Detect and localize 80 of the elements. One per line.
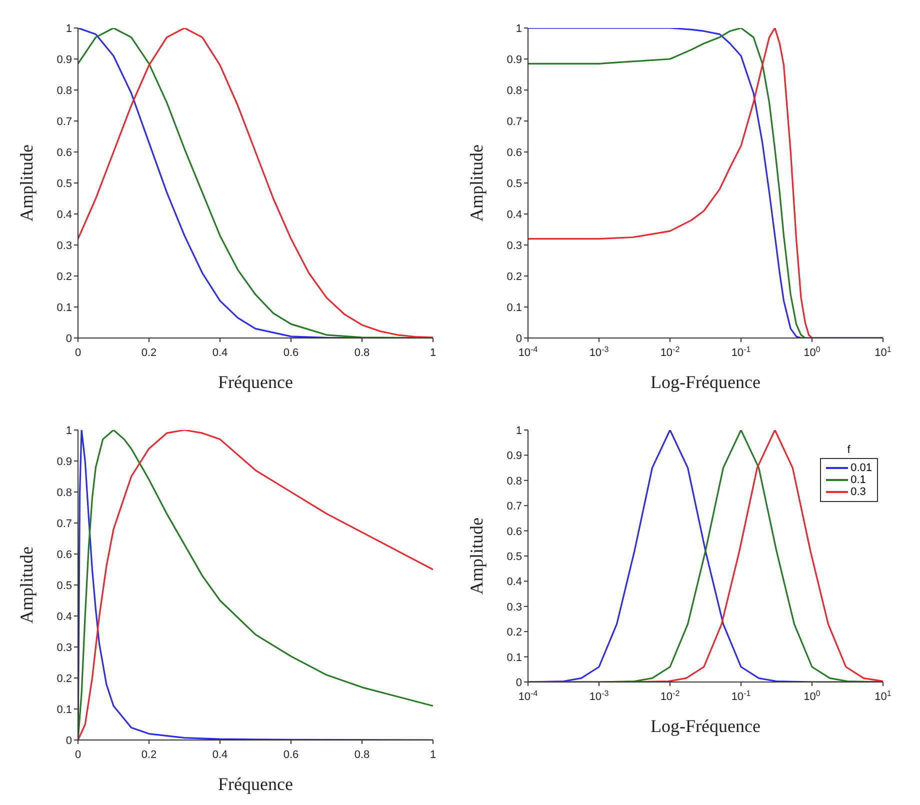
legend-label: 0.1 [850,474,866,486]
y-tick-label: 0.2 [506,271,522,283]
x-tick-label: 1 [430,347,436,359]
y-axis-title: Amplitude [16,144,36,222]
y-tick-label: 0.3 [506,601,522,614]
x-tick-label: 10$^{-3}$ [589,344,610,359]
y-tick-label: 0.1 [56,302,72,314]
y-tick-label: 0.2 [56,673,72,685]
y-tick-label: 1 [516,425,522,437]
legend-title: f [846,444,852,456]
y-tick-label: 0.4 [506,209,522,221]
y-tick-label: 0.9 [56,54,72,66]
y-tick-label: 0.6 [56,549,72,561]
x-tick-label: 10$^{-4}$ [518,688,538,703]
x-tick-label: 0.4 [212,749,228,761]
x-tick-label: 0.8 [354,347,370,359]
y-tick-label: 1 [66,23,72,35]
y-tick-label: 0 [66,333,72,345]
y-tick-label: 0.2 [56,271,72,283]
y-tick-label: 0 [516,333,522,345]
x-tick-label: 0.6 [283,347,299,359]
x-axis-title: Log-Fréquence [650,716,760,736]
y-tick-label: 0.7 [506,116,522,128]
y-tick-label: 0.6 [56,147,72,159]
y-tick-label: 0.4 [56,209,72,221]
y-tick-label: 0.7 [56,116,72,128]
y-tick-label: 0.9 [506,54,522,66]
y-axis-title: Amplitude [466,144,486,222]
y-tick-label: 0.4 [506,576,522,588]
x-tick-label: 10$^{-3}$ [589,688,610,703]
x-axis-title: Fréquence [218,774,293,794]
y-tick-label: 0 [516,677,522,689]
y-tick-label: 0 [66,735,72,747]
y-tick-label: 1 [66,425,72,437]
x-tick-label: 0.4 [212,347,228,359]
y-tick-label: 0.6 [506,147,522,159]
x-tick-label: 10$^{-4}$ [518,344,538,359]
y-tick-label: 0.7 [56,518,72,530]
y-tick-label: 0.3 [506,240,522,252]
x-tick-label: 1 [430,749,436,761]
y-tick-label: 0.3 [56,642,72,654]
y-tick-label: 0.1 [56,704,72,716]
x-tick-label: 10$^{0}$ [804,344,821,359]
y-axis-title: Amplitude [16,546,36,624]
x-tick-label: 10$^{1}$ [874,688,892,703]
y-tick-label: 0.5 [56,178,72,190]
x-tick-label: 0.6 [283,749,299,761]
y-tick-label: 0.5 [506,551,522,563]
x-axis-title: Log-Fréquence [650,372,760,392]
y-tick-label: 0.2 [506,626,522,639]
y-tick-label: 1 [516,23,522,35]
y-tick-label: 0.9 [56,456,72,468]
y-tick-label: 0.8 [506,85,522,97]
x-tick-label: 0.2 [141,347,157,359]
x-tick-label: 10$^{-1}$ [731,344,752,359]
y-tick-label: 0.4 [56,611,72,623]
y-tick-label: 0.9 [506,450,522,462]
x-tick-label: 0.2 [141,749,157,761]
y-tick-label: 0.5 [506,178,522,190]
x-tick-label: 10$^{-2}$ [660,688,680,703]
y-tick-label: 0.1 [506,302,522,314]
x-tick-label: 10$^{-2}$ [660,344,680,359]
legend-label: 0.01 [850,462,872,474]
x-axis-title: Fréquence [218,372,293,392]
x-tick-label: 0 [74,347,82,359]
y-tick-label: 0.7 [506,500,522,513]
y-tick-label: 0.8 [56,85,72,97]
y-tick-label: 0.5 [56,580,72,592]
x-tick-label: 10$^{1}$ [874,344,892,359]
y-tick-label: 0.8 [56,487,72,499]
y-tick-label: 0.6 [506,526,522,538]
legend-label: 0.3 [850,486,866,498]
y-tick-label: 0.3 [56,240,72,252]
y-tick-label: 0.8 [506,475,522,488]
x-tick-label: 10$^{-1}$ [731,688,752,703]
x-tick-label: 0 [74,749,82,761]
y-tick-label: 0.1 [506,652,522,664]
y-axis-title: Amplitude [466,517,486,594]
x-tick-label: 0.8 [354,749,370,761]
x-tick-label: 10$^{0}$ [804,688,821,703]
